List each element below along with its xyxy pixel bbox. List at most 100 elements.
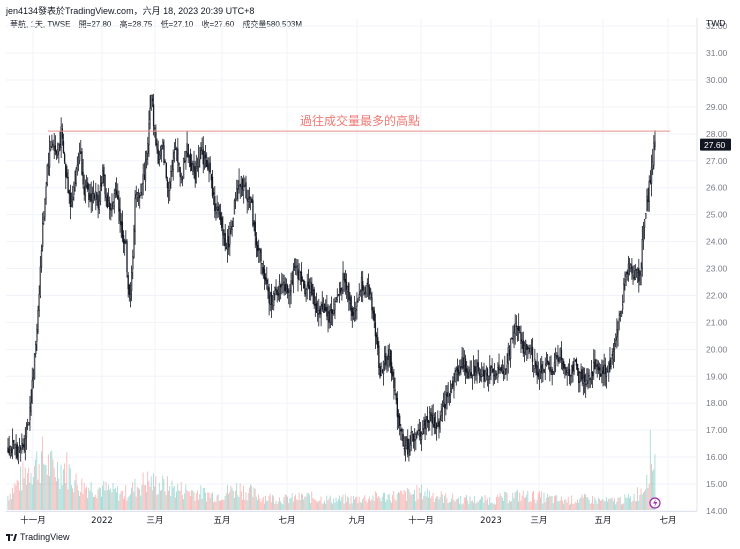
volume-bar xyxy=(133,491,135,510)
volume-bar xyxy=(139,489,141,510)
candle-body xyxy=(520,332,522,344)
candle-body xyxy=(360,277,363,291)
volume-bar xyxy=(611,497,613,510)
volume-bar xyxy=(238,496,240,510)
volume-bar xyxy=(447,503,449,510)
candle-body xyxy=(266,279,268,285)
volume-bar xyxy=(132,482,134,510)
candle-body xyxy=(618,318,620,320)
volume-bar xyxy=(589,504,591,510)
candle-body xyxy=(237,185,239,189)
candle-body xyxy=(222,228,224,236)
volume-bar xyxy=(176,491,177,510)
candle-body xyxy=(371,297,373,311)
candle-body xyxy=(603,365,605,374)
volume-bar xyxy=(343,503,345,510)
candle-body xyxy=(387,354,389,361)
candle-body xyxy=(180,175,182,178)
candle-body xyxy=(343,273,345,281)
candle-body xyxy=(201,147,203,152)
candle-body xyxy=(249,199,252,203)
volume-bar xyxy=(134,478,136,510)
candle-body xyxy=(244,184,246,186)
candle-body xyxy=(353,308,356,319)
candle-body xyxy=(395,393,397,400)
candle-body xyxy=(489,367,491,377)
volume-bar xyxy=(257,500,258,510)
volume-bar xyxy=(272,495,273,510)
volume-bar xyxy=(393,490,395,510)
volume-bar xyxy=(227,484,228,510)
candle-body xyxy=(393,377,395,389)
candle-body xyxy=(297,268,299,279)
candle-body xyxy=(91,193,93,202)
candle-body xyxy=(559,348,561,358)
volume-bar xyxy=(117,486,119,510)
volume-bar xyxy=(392,494,394,510)
volume-bar xyxy=(431,496,433,510)
volume-bar xyxy=(310,503,312,510)
volume-bar xyxy=(156,495,158,510)
candle-body xyxy=(653,142,655,166)
candle-body xyxy=(145,152,148,160)
y-tick-label: 19.00 xyxy=(706,371,728,381)
candle-body xyxy=(11,441,14,450)
candle-body xyxy=(298,270,300,281)
candle-body xyxy=(312,289,314,294)
volume-bar xyxy=(138,488,139,510)
candle-body xyxy=(47,164,50,167)
volume-bar xyxy=(16,479,18,510)
candle-body xyxy=(341,290,343,294)
volume-bar xyxy=(571,495,573,510)
candle-body xyxy=(572,364,574,372)
candle-body xyxy=(363,291,365,295)
volume-bar xyxy=(347,496,348,510)
volume-bar xyxy=(190,496,191,510)
volume-bar xyxy=(101,496,102,510)
volume-bar xyxy=(422,499,424,510)
volume-bar xyxy=(157,494,159,510)
volume-bar xyxy=(82,493,84,510)
volume-bar xyxy=(287,496,288,510)
volume-bar xyxy=(566,502,568,510)
candle-body xyxy=(107,200,110,207)
volume-bar xyxy=(54,477,56,510)
candle-body xyxy=(337,294,340,297)
volume-bar xyxy=(406,500,407,510)
volume-bar xyxy=(177,483,179,510)
volume-bar xyxy=(86,486,87,510)
candle-body xyxy=(408,449,410,456)
volume-bar xyxy=(483,502,485,510)
candle-body xyxy=(197,156,200,168)
candle-body xyxy=(143,174,145,180)
candle-body xyxy=(524,340,527,344)
candle-body xyxy=(119,208,121,222)
volume-bar xyxy=(39,483,41,510)
candle-body xyxy=(593,362,595,373)
candle-body xyxy=(630,264,632,269)
candle-body xyxy=(246,198,248,201)
volume-bar xyxy=(140,495,142,510)
candle-body xyxy=(225,247,228,250)
volume-bar xyxy=(305,496,307,510)
candle-body xyxy=(173,152,176,159)
volume-bar xyxy=(549,495,551,510)
tradingview-brand[interactable]: TradingView xyxy=(6,532,70,542)
volume-bar xyxy=(647,488,649,510)
candle-body xyxy=(380,366,382,376)
volume-bar xyxy=(282,504,284,510)
candle-body xyxy=(182,158,185,179)
volume-bar xyxy=(311,491,313,510)
candle-body xyxy=(457,369,460,375)
volume-bar xyxy=(150,476,152,510)
candle-body xyxy=(65,163,67,178)
candle-body xyxy=(96,194,98,196)
last-price-badge xyxy=(700,138,731,151)
volume-bar xyxy=(203,487,205,510)
volume-bar xyxy=(354,499,355,510)
symbol-label[interactable]: 華航, 1天, TWSE xyxy=(10,20,71,29)
candle-body xyxy=(51,142,53,147)
volume-bar xyxy=(248,487,250,510)
volume-bar xyxy=(569,504,570,510)
